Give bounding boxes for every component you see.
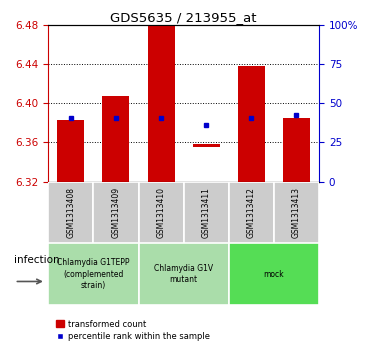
Text: GSM1313408: GSM1313408 <box>66 187 75 238</box>
Bar <box>193 144 220 147</box>
Title: GDS5635 / 213955_at: GDS5635 / 213955_at <box>111 11 257 24</box>
Bar <box>93 182 138 243</box>
Text: GSM1313410: GSM1313410 <box>157 187 165 238</box>
Text: infection: infection <box>14 256 60 265</box>
Bar <box>238 66 265 182</box>
Bar <box>184 182 229 243</box>
Bar <box>57 120 84 182</box>
Text: mock: mock <box>264 270 284 278</box>
Text: Chlamydia G1V
mutant: Chlamydia G1V mutant <box>154 264 213 284</box>
Bar <box>138 243 229 305</box>
Text: GSM1313413: GSM1313413 <box>292 187 301 238</box>
Bar <box>138 182 184 243</box>
Bar <box>283 118 310 182</box>
Bar <box>148 25 175 182</box>
Legend: transformed count, percentile rank within the sample: transformed count, percentile rank withi… <box>52 316 214 344</box>
Bar <box>229 243 319 305</box>
Bar <box>48 243 138 305</box>
Bar <box>102 96 129 182</box>
Text: GSM1313411: GSM1313411 <box>202 187 211 238</box>
Text: GSM1313412: GSM1313412 <box>247 187 256 238</box>
Text: GSM1313409: GSM1313409 <box>111 187 121 238</box>
Bar <box>229 182 274 243</box>
Text: Chlamydia G1TEPP
(complemented
strain): Chlamydia G1TEPP (complemented strain) <box>57 258 129 290</box>
Bar <box>274 182 319 243</box>
Bar <box>48 182 93 243</box>
